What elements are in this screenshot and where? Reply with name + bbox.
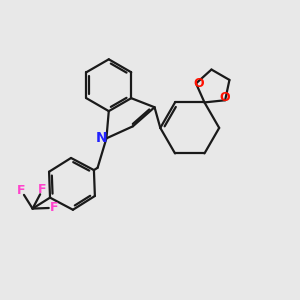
Text: N: N [96,131,107,145]
Text: O: O [193,77,204,90]
Text: F: F [38,183,47,196]
Text: F: F [50,201,58,214]
Text: O: O [220,92,230,104]
Text: F: F [17,184,26,197]
